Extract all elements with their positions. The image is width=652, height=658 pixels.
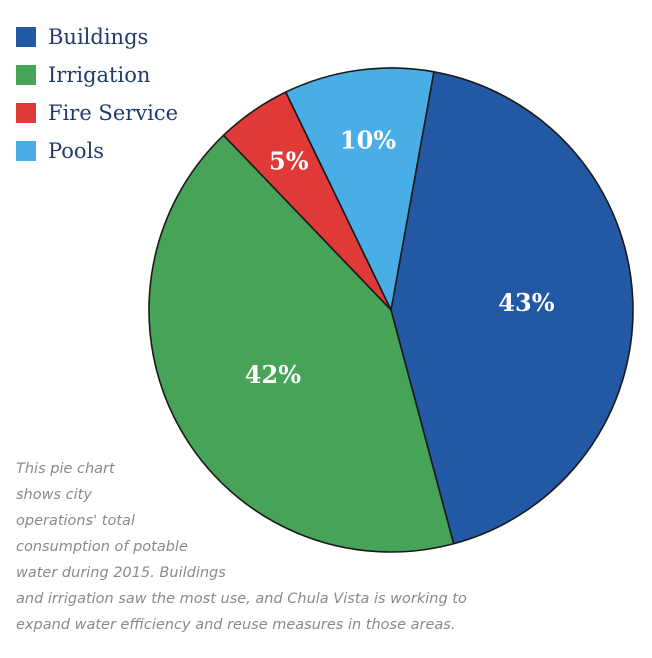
caption-line: shows city — [16, 487, 92, 503]
pie-slice-pools — [284, 67, 435, 311]
slice-label-buildings: 43% — [498, 288, 554, 317]
caption-line: water during 2015. Buildings — [16, 565, 226, 581]
legend-item-fire-service: Fire Service — [16, 94, 178, 132]
caption-line: and irrigation saw the most use, and Chu… — [16, 591, 467, 607]
legend-swatch-irrigation — [16, 65, 36, 85]
legend-item-buildings: Buildings — [16, 18, 178, 56]
slice-label-irrigation: 42% — [245, 360, 301, 389]
chart-caption: This pie chart shows city operations' to… — [16, 456, 616, 638]
legend-label-irrigation: Irrigation — [48, 63, 151, 87]
legend-swatch-fire-service — [16, 103, 36, 123]
legend-label-buildings: Buildings — [48, 25, 149, 49]
caption-line: expand water efficiency and reuse measur… — [16, 617, 456, 633]
legend-label-pools: Pools — [48, 139, 105, 163]
legend-item-irrigation: Irrigation — [16, 56, 178, 94]
pie-slice-irrigation — [148, 134, 455, 553]
legend-swatch-buildings — [16, 27, 36, 47]
legend: Buildings Irrigation Fire Service Pools — [16, 18, 178, 170]
slice-label-fire-service: 5% — [269, 146, 309, 175]
caption-line: operations' total — [16, 513, 135, 529]
caption-line: This pie chart — [16, 461, 115, 477]
slice-label-pools: 10% — [340, 126, 396, 155]
caption-line: consumption of potable — [16, 539, 188, 555]
pie-slice-buildings — [390, 71, 634, 545]
legend-label-fire-service: Fire Service — [48, 101, 179, 125]
legend-item-pools: Pools — [16, 132, 178, 170]
legend-swatch-pools — [16, 141, 36, 161]
